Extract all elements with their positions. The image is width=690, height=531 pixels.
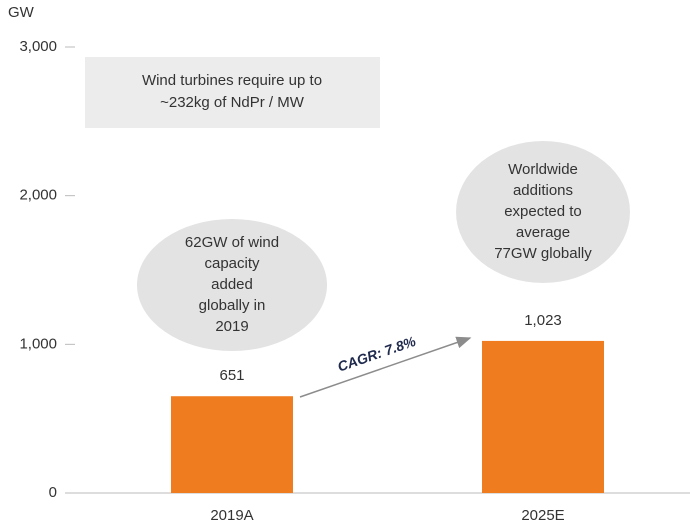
annotation-text: Wind turbines require up to (142, 72, 322, 89)
x-tick-label: 2019A (210, 507, 253, 524)
annotation-text: 77GW globally (494, 245, 592, 262)
annotation-text: ~232kg of NdPr / MW (160, 94, 305, 111)
annotation-text: expected to (504, 203, 582, 220)
note-bubble (137, 219, 327, 351)
annotation-text: capacity (204, 255, 260, 272)
value-label: 651 (219, 367, 244, 384)
annotation-text: Worldwide (508, 161, 578, 178)
x-tick-label: 2025E (521, 507, 564, 524)
y-tick-label: 3,000 (19, 38, 57, 55)
y-tick-label: 2,000 (19, 187, 57, 204)
y-axis-label: GW (8, 4, 35, 21)
y-tick-label: 1,000 (19, 335, 57, 352)
annotation-text: globally in (199, 297, 266, 314)
cagr-arrow (299, 336, 472, 398)
cagr-label: CAGR: 7.8% (335, 333, 418, 375)
annotation-text: average (516, 224, 570, 241)
annotation-text: added (211, 276, 253, 293)
bar (171, 396, 293, 493)
bar (482, 340, 604, 493)
annotation-text: 2019 (215, 318, 248, 335)
annotation-text: 62GW of wind (185, 234, 279, 251)
y-tick-label: 0 (49, 484, 57, 501)
note-box (85, 57, 380, 128)
value-label: 1,023 (524, 312, 562, 329)
cagr-group: CAGR: 7.8% (335, 333, 418, 375)
note-bubble (456, 141, 630, 283)
annotation-text: additions (513, 182, 573, 199)
